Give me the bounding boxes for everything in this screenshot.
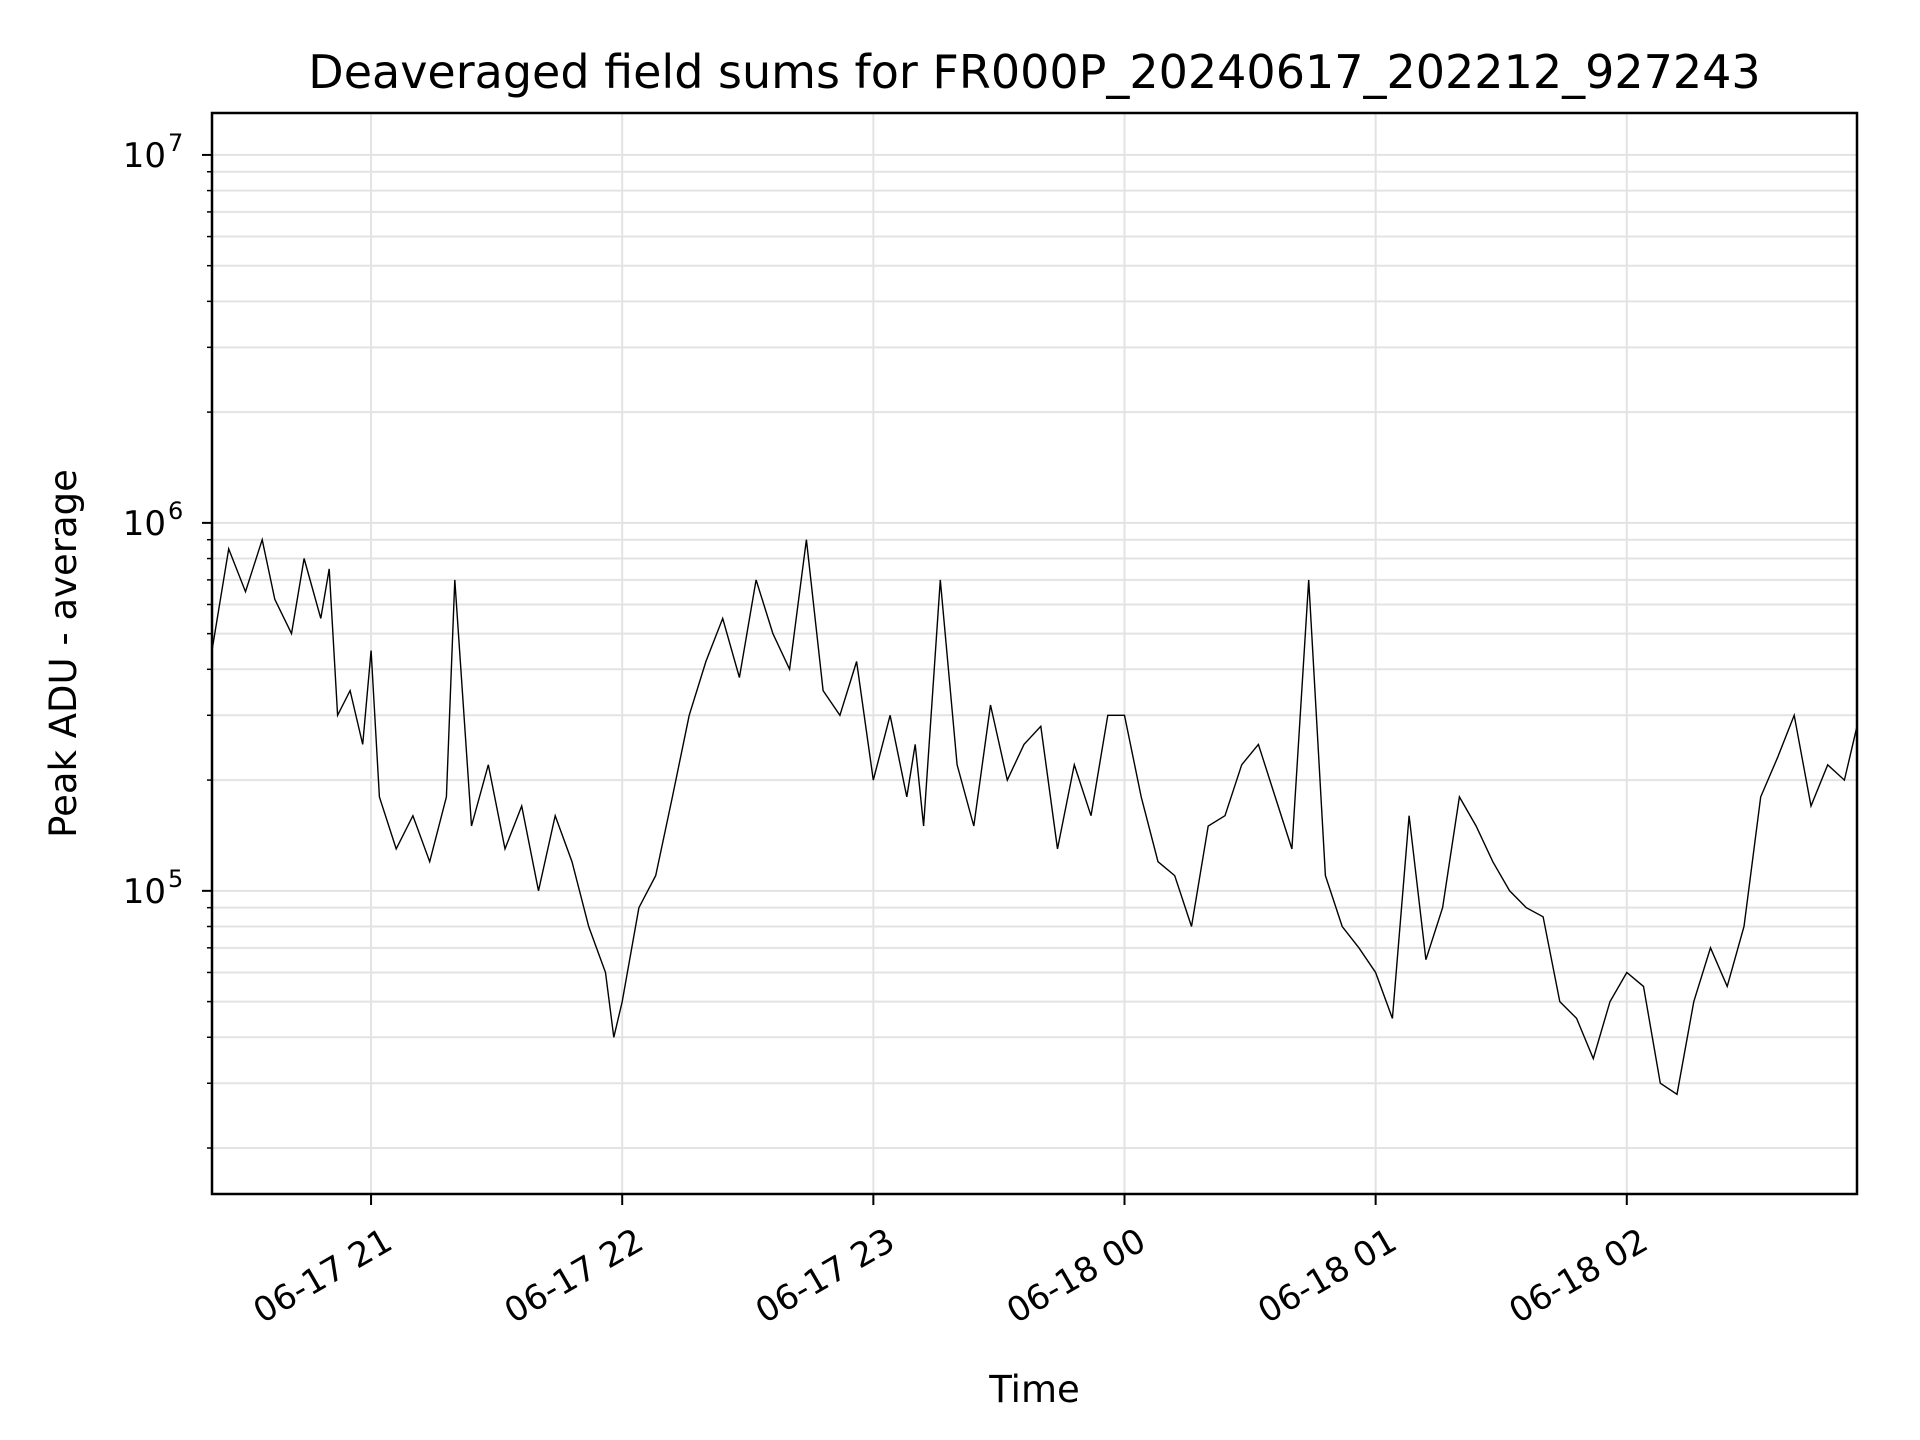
chart-title: Deaveraged field sums for FR000P_2024061… <box>308 45 1760 99</box>
y-axis-title: Peak ADU - average <box>42 469 85 838</box>
y-tick-exponent: 7 <box>168 129 183 157</box>
grid-layer <box>212 113 1857 1194</box>
y-tick-label: 10 <box>123 136 166 176</box>
y-tick-exponent: 6 <box>168 497 183 525</box>
y-tick-exponent: 5 <box>168 865 183 893</box>
series-line <box>211 536 1858 1096</box>
x-axis-title: Time <box>988 1368 1080 1411</box>
data-layer <box>211 536 1858 1096</box>
plot-frame <box>210 111 1859 1196</box>
y-tick-label: 10 <box>123 504 166 544</box>
y-tick-label: 10 <box>123 872 166 912</box>
